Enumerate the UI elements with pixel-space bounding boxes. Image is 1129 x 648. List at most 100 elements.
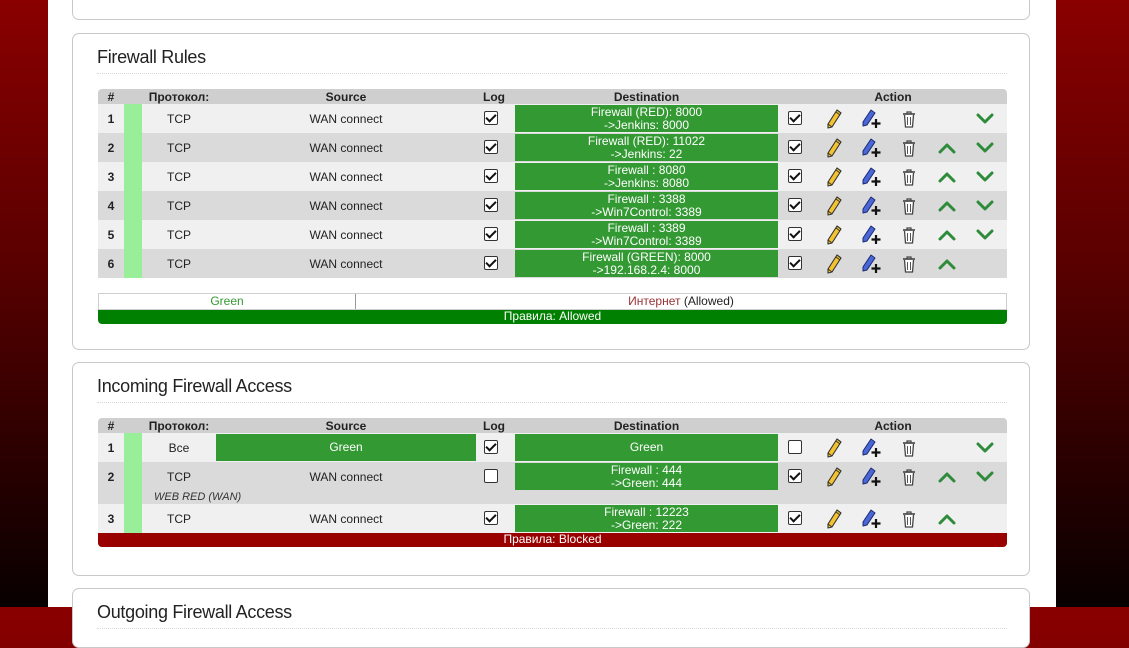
log-checkbox-icon[interactable] (484, 511, 502, 525)
add-icon[interactable] (862, 438, 882, 458)
arrow-down-icon[interactable] (976, 113, 994, 125)
dest-line1: Firewall (RED): 11022 (587, 134, 706, 148)
col-num: # (107, 90, 115, 104)
dest-line2: ->Green: 444 (610, 476, 683, 490)
log-checkbox-icon[interactable] (484, 169, 502, 183)
log-checkbox-icon[interactable] (484, 111, 502, 125)
arrow-up-icon[interactable] (938, 513, 956, 525)
dest-line2: ->Jenkins: 8080 (603, 176, 690, 190)
arrow-up-icon[interactable] (938, 258, 956, 270)
pencil-icon[interactable] (826, 225, 842, 245)
table-header: # Протокол: Source Log Destination Actio… (98, 89, 1007, 104)
rule-number: 3 (107, 170, 115, 184)
arrow-down-icon[interactable] (976, 142, 994, 154)
log-checkbox-icon[interactable] (484, 440, 502, 454)
trash-icon[interactable] (901, 139, 917, 157)
arrow-down-icon[interactable] (976, 200, 994, 212)
add-icon[interactable] (862, 167, 882, 187)
zone-stripe (124, 433, 142, 462)
enable-checkbox-icon[interactable] (788, 440, 802, 454)
rule-destination: Firewall : 3388 ->Win7Control: 3389 (515, 192, 778, 219)
arrow-up-icon[interactable] (938, 200, 956, 212)
trash-icon[interactable] (901, 510, 917, 528)
rule-source: WAN connect (309, 228, 383, 242)
trash-icon[interactable] (901, 197, 917, 215)
trash-icon[interactable] (901, 168, 917, 186)
arrow-up-icon[interactable] (938, 471, 956, 483)
dest-line1: Firewall (GREEN): 8000 (582, 250, 711, 264)
col-action: Action (874, 90, 912, 104)
trash-icon[interactable] (901, 439, 917, 457)
arrow-down-icon[interactable] (976, 442, 994, 454)
add-icon[interactable] (862, 467, 882, 487)
panel-title: Outgoing Firewall Access (97, 602, 1007, 629)
zone-stripe (124, 249, 142, 278)
zone-right-status: (Allowed) (683, 294, 734, 308)
col-log: Log (483, 90, 505, 104)
arrow-up-icon[interactable] (938, 229, 956, 241)
trash-icon[interactable] (901, 226, 917, 244)
log-checkbox-icon[interactable] (484, 469, 502, 483)
zone-summary: Green Интернет (Allowed) (98, 293, 1007, 310)
pencil-icon[interactable] (826, 254, 842, 274)
table-header: # Протокол: Source Log Destination Actio… (98, 418, 1007, 433)
rule-destination: Firewall : 12223 ->Green: 222 (515, 505, 778, 532)
zone-stripe (124, 220, 142, 249)
rule-destination: Firewall (RED): 8000 ->Jenkins: 8000 (515, 105, 778, 132)
rule-number: 1 (107, 112, 115, 126)
col-log: Log (483, 419, 505, 433)
enable-checkbox-icon[interactable] (788, 198, 802, 212)
enable-checkbox-icon[interactable] (788, 140, 802, 154)
add-icon[interactable] (862, 509, 882, 529)
add-icon[interactable] (862, 138, 882, 158)
zone-stripe (124, 162, 142, 191)
dest-line2: ->Green: 222 (610, 518, 683, 532)
trash-icon[interactable] (901, 110, 917, 128)
add-icon[interactable] (862, 254, 882, 274)
arrow-up-icon[interactable] (938, 142, 956, 154)
rule-number: 3 (107, 512, 115, 526)
policy-bar: Правила: Blocked (98, 533, 1007, 547)
enable-checkbox-icon[interactable] (788, 227, 802, 241)
pencil-icon[interactable] (826, 467, 842, 487)
enable-checkbox-icon[interactable] (788, 469, 802, 483)
pencil-icon[interactable] (826, 196, 842, 216)
rule-source: WAN connect (309, 470, 383, 484)
table-row: 5 TCP WAN connect Firewall : 3389 ->Win7C… (98, 220, 1007, 249)
arrow-up-icon[interactable] (938, 171, 956, 183)
log-checkbox-icon[interactable] (484, 256, 502, 270)
enable-checkbox-icon[interactable] (788, 256, 802, 270)
col-destination: Destination (613, 419, 680, 433)
zone-right-name: Интернет (628, 294, 681, 308)
rule-protocol: TCP (167, 199, 191, 213)
arrow-down-icon[interactable] (976, 171, 994, 183)
dest-line2: ->192.168.2.4: 8000 (592, 263, 701, 277)
add-icon[interactable] (862, 196, 882, 216)
enable-checkbox-icon[interactable] (788, 511, 802, 525)
dest-line1: Firewall : 3389 (607, 221, 686, 235)
pencil-icon[interactable] (826, 138, 842, 158)
pencil-icon[interactable] (826, 509, 842, 529)
rule-protocol: TCP (167, 512, 191, 526)
enable-checkbox-icon[interactable] (788, 111, 802, 125)
col-protocol: Протокол: (148, 419, 210, 433)
log-checkbox-icon[interactable] (484, 227, 502, 241)
pencil-icon[interactable] (826, 109, 842, 129)
table-row: 3 TCP WAN connect Firewall : 8080 ->Jenki… (98, 162, 1007, 191)
enable-checkbox-icon[interactable] (788, 169, 802, 183)
log-checkbox-icon[interactable] (484, 140, 502, 154)
rule-source: WAN connect (309, 141, 383, 155)
trash-icon[interactable] (901, 255, 917, 273)
log-checkbox-icon[interactable] (484, 198, 502, 212)
add-icon[interactable] (862, 225, 882, 245)
rule-source: WAN connect (309, 512, 383, 526)
pencil-icon[interactable] (826, 438, 842, 458)
panel-title: Incoming Firewall Access (97, 376, 1007, 403)
rule-protocol: TCP (167, 112, 191, 126)
add-icon[interactable] (862, 109, 882, 129)
trash-icon[interactable] (901, 468, 917, 486)
arrow-down-icon[interactable] (976, 229, 994, 241)
zone-stripe (124, 504, 142, 533)
pencil-icon[interactable] (826, 167, 842, 187)
arrow-down-icon[interactable] (976, 471, 994, 483)
